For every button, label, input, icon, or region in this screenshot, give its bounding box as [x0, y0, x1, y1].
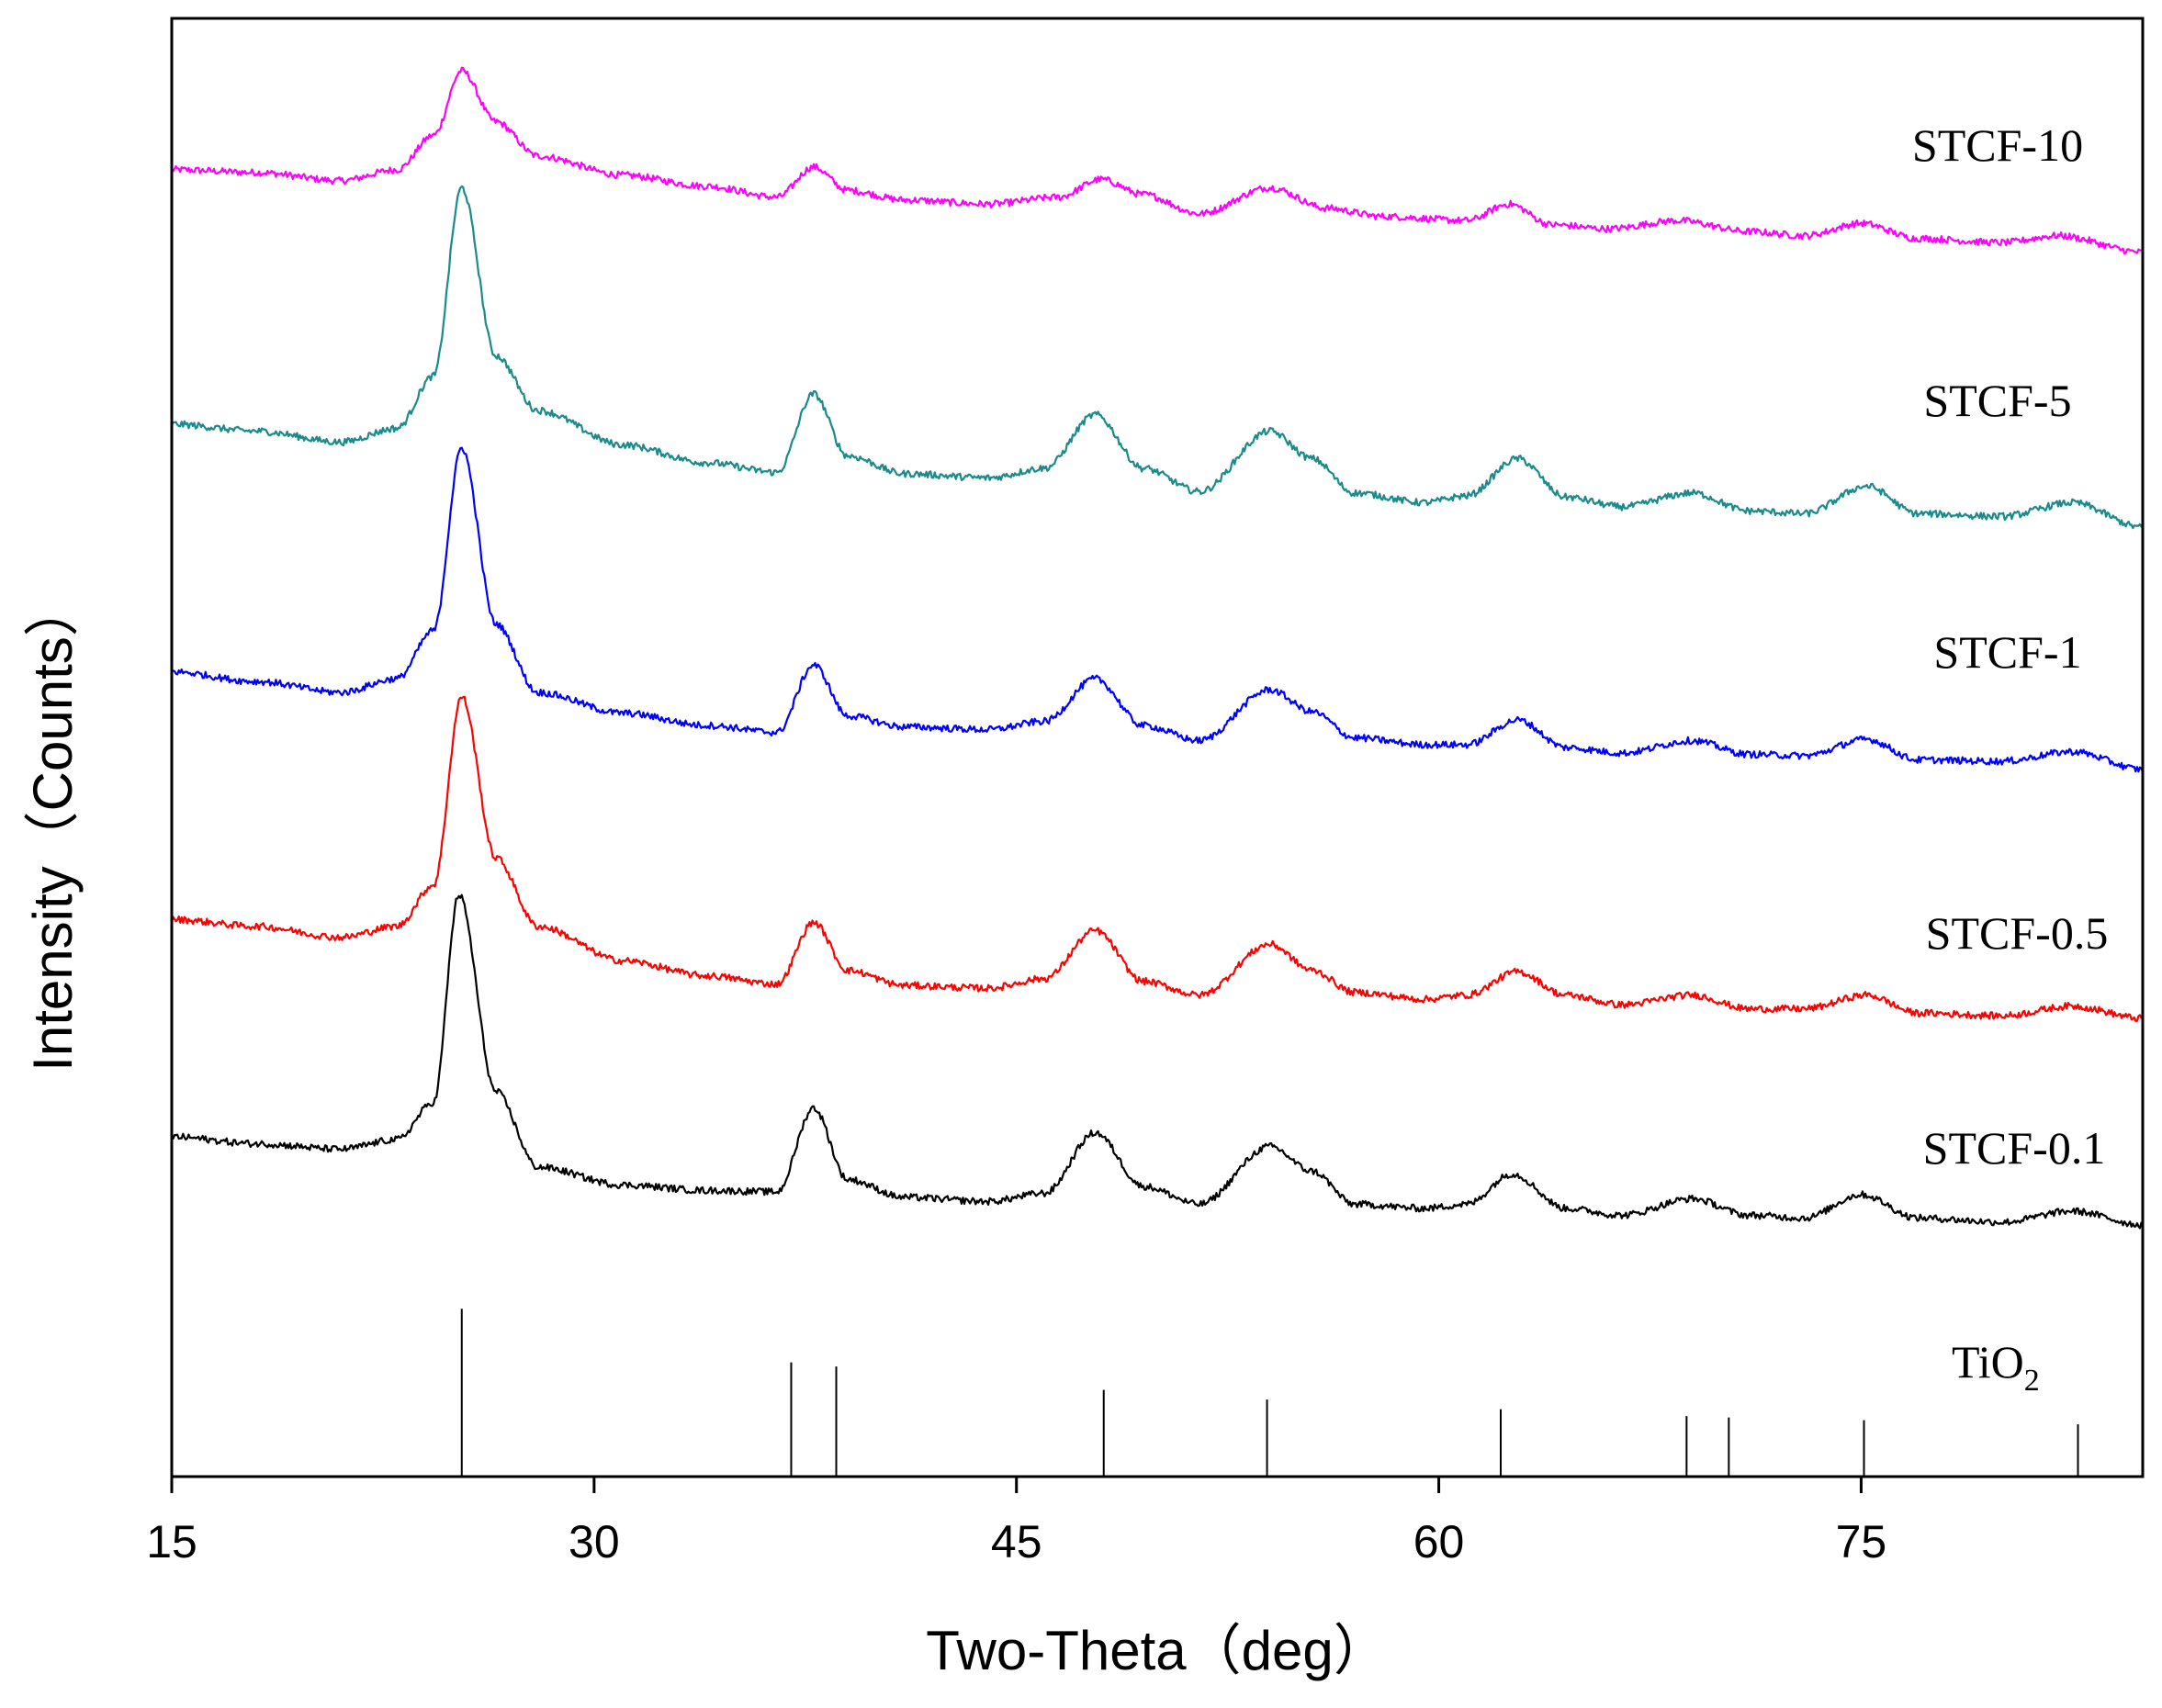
series-line-stcf-1 [171, 446, 2145, 773]
plot-frame [170, 17, 2145, 1478]
series-line-stcf-0-1 [171, 893, 2145, 1230]
reference-label: TiO2 [1952, 1336, 2040, 1398]
x-tick-label: 45 [991, 1516, 1042, 1568]
plot-area [170, 66, 2145, 1477]
y-axis-title: Intensity（Counts） [22, 581, 84, 1072]
series-line-stcf-0-5 [170, 695, 2144, 1022]
series-labels: STCF-10 STCF-5 STCF-1 STCF-0.5 STCF-0.1 TiO2 [1912, 119, 2108, 1398]
series-label-stcf-0-5: STCF-0.5 [1926, 907, 2109, 959]
series-label-stcf-1: STCF-1 [1933, 626, 2081, 678]
series-label-stcf-10: STCF-10 [1912, 119, 2083, 171]
series-line-stcf-5 [170, 185, 2144, 530]
series-line-stcf-10 [171, 66, 2143, 255]
series-label-stcf-0-1: STCF-0.1 [1923, 1122, 2106, 1174]
x-tick-label: 15 [146, 1516, 197, 1568]
x-axis: 15 30 45 60 75 [146, 1477, 1886, 1568]
x-axis-title: Two-Theta（deg） [926, 1620, 1389, 1681]
x-tick-label: 60 [1413, 1516, 1465, 1568]
x-tick-label: 75 [1836, 1516, 1887, 1568]
series-label-stcf-5: STCF-5 [1923, 375, 2071, 426]
x-tick-label: 30 [569, 1516, 620, 1568]
